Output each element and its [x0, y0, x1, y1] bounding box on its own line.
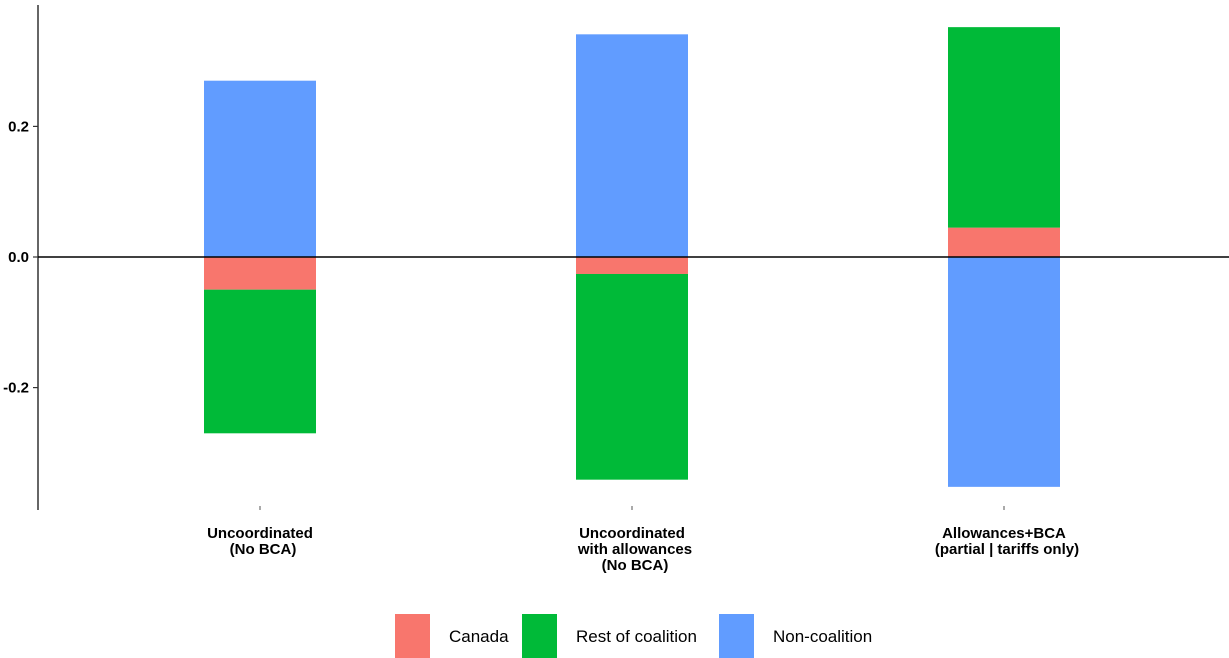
legend-label-non-coalition: Non-coalition — [773, 627, 872, 646]
x-tick-label-line: Uncoordinated — [207, 525, 313, 542]
legend: Canada Rest of coalition Non-coalition — [395, 614, 872, 658]
bar-rest-of-coalition-2 — [576, 273, 688, 480]
legend-key-canada — [395, 614, 430, 658]
bar-rest-of-coalition-3 — [948, 27, 1060, 228]
bars-group — [204, 27, 1060, 487]
x-axis-ticks — [259, 506, 1005, 510]
x-tick-label-line: Uncoordinated — [579, 525, 685, 542]
x-tick-label-line: with allowances — [577, 541, 692, 558]
x-tick-label-line: (No BCA) — [230, 541, 297, 558]
x-tick-label-line: Allowances+BCA — [942, 525, 1066, 542]
bar-canada-3 — [948, 227, 1060, 257]
y-tick-label: 0.0 — [8, 249, 29, 266]
x-tick-label: Uncoordinated (No BCA) — [207, 525, 313, 558]
legend-key-non-coalition — [719, 614, 754, 658]
legend-label-canada: Canada — [449, 627, 509, 646]
bar-non-coalition-2 — [576, 34, 688, 258]
y-axis-ticks: -0.2 0.0 0.2 — [3, 118, 38, 397]
bar-rest-of-coalition-1 — [204, 289, 316, 434]
x-tick-label: Allowances+BCA (partial | tariffs only) — [935, 525, 1079, 558]
y-tick-label: -0.2 — [3, 380, 29, 397]
legend-key-rest-of-coalition — [522, 614, 557, 658]
x-tick-label: Uncoordinated with allowances (No BCA) — [577, 525, 692, 574]
bar-non-coalition-3 — [948, 257, 1060, 487]
bar-canada-1 — [204, 257, 316, 290]
y-tick-label: 0.2 — [8, 118, 29, 135]
bar-canada-2 — [576, 257, 688, 274]
legend-label-rest-of-coalition: Rest of coalition — [576, 627, 697, 646]
x-axis-labels: Uncoordinated (No BCA)Uncoordinated with a… — [207, 525, 1079, 574]
bar-non-coalition-1 — [204, 80, 316, 257]
x-tick-label-line: (partial | tariffs only) — [935, 541, 1079, 558]
x-tick-label-line: (No BCA) — [602, 557, 669, 574]
